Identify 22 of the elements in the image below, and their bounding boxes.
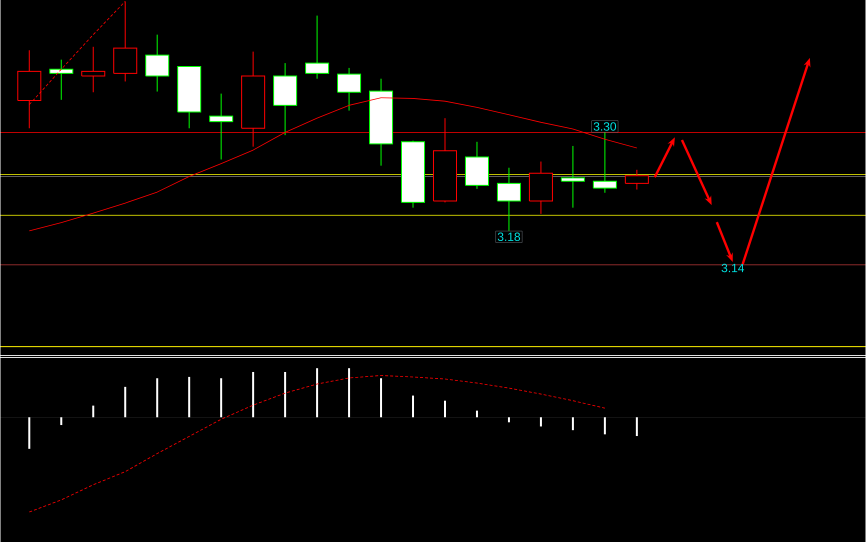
bar <box>476 410 478 418</box>
candlestick <box>273 62 298 136</box>
bar <box>188 376 190 418</box>
candlestick <box>49 58 74 100</box>
candlestick <box>145 34 170 92</box>
bar <box>28 417 30 449</box>
bar <box>604 417 606 434</box>
bar <box>348 368 350 418</box>
text: 3.14 <box>722 264 744 272</box>
bar <box>92 405 94 418</box>
candlestick <box>528 160 553 214</box>
annotation: 3.18 <box>498 232 520 241</box>
bar <box>636 417 638 436</box>
bar <box>220 378 222 418</box>
candlestick <box>209 92 234 160</box>
bar <box>60 417 62 425</box>
bar <box>540 417 542 426</box>
candlestick <box>369 78 394 166</box>
candlestick <box>560 145 585 208</box>
candlestick <box>337 67 362 111</box>
candlestick <box>81 46 106 93</box>
annotation: 3.30 <box>594 122 616 131</box>
